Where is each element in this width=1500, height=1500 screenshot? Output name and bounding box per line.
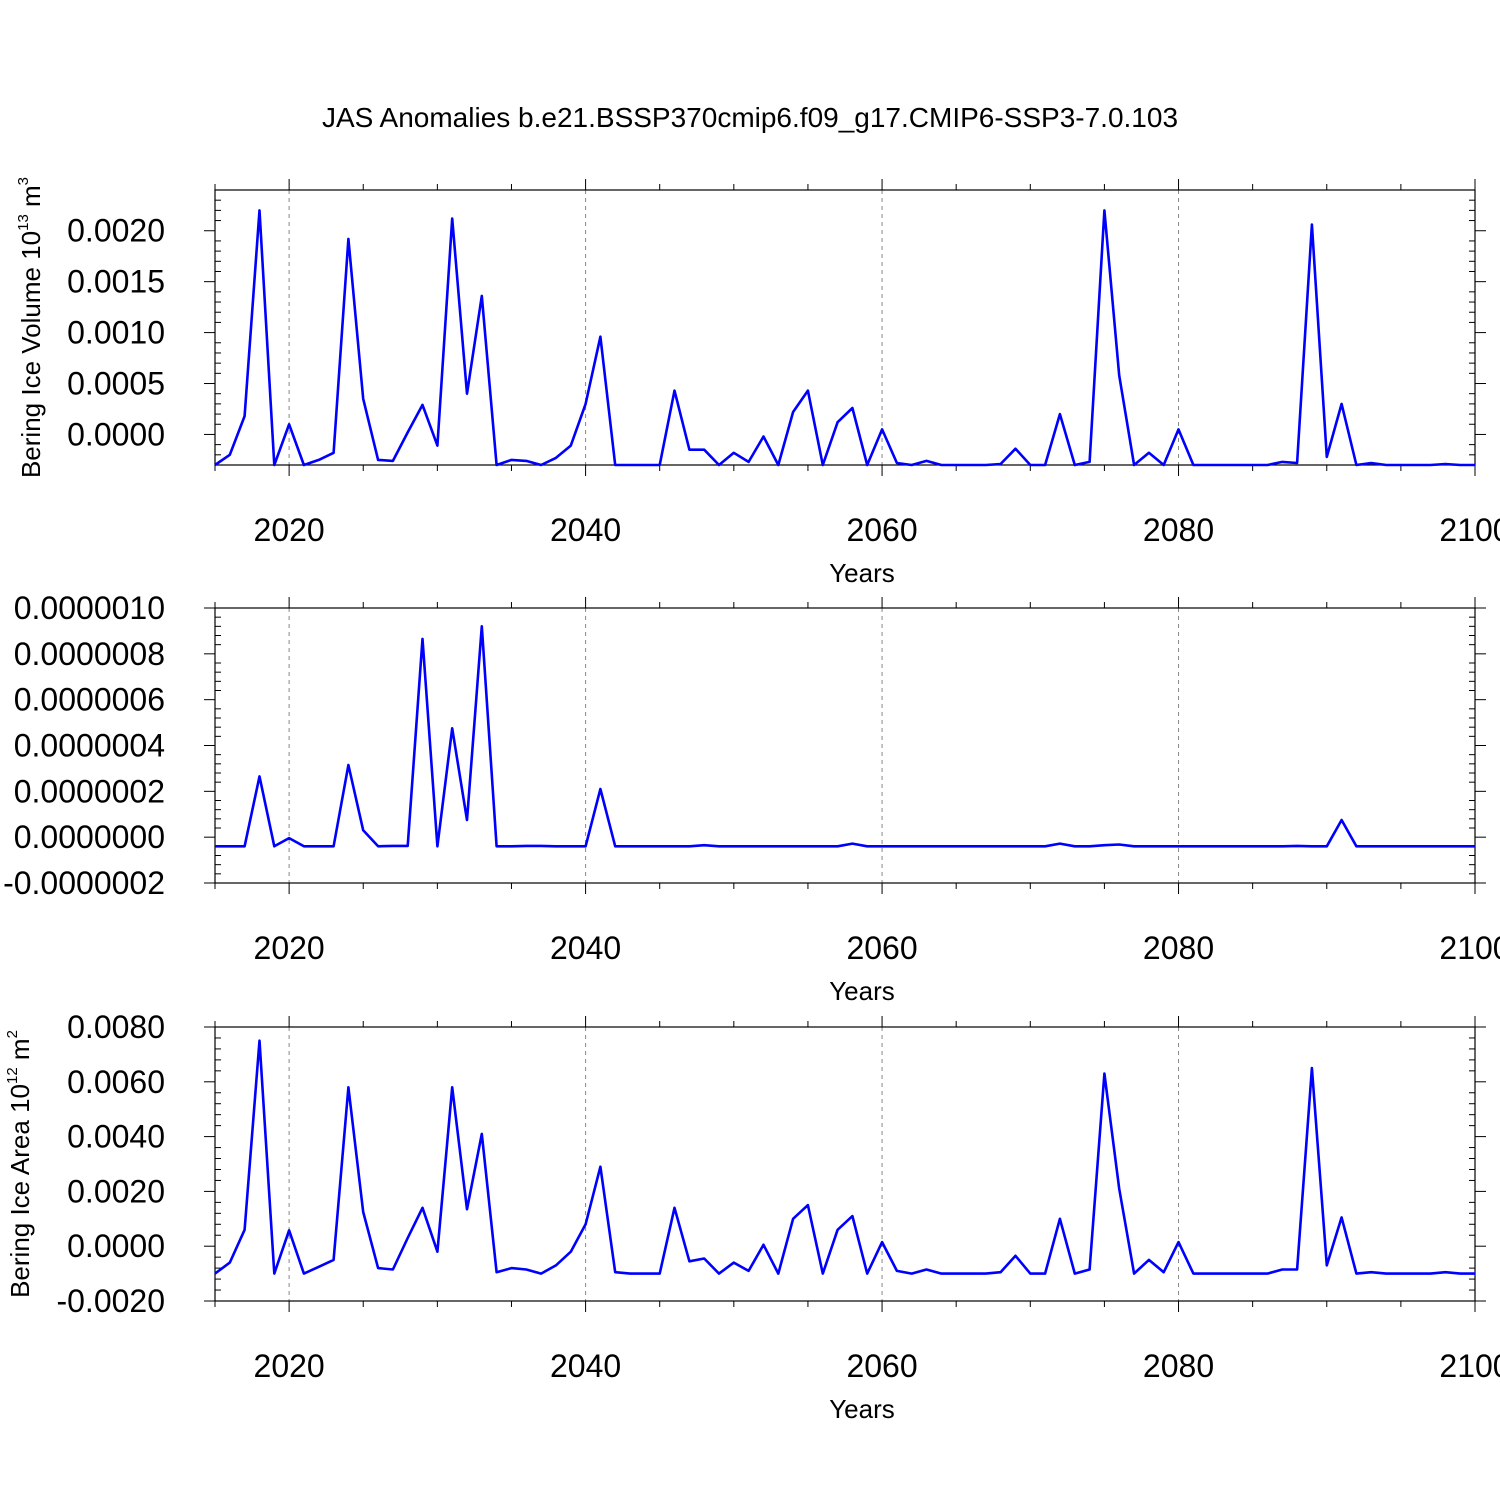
minor-ticks: [214, 184, 1475, 471]
plot-frame: [214, 607, 1476, 884]
x-axis-label: Years: [829, 558, 895, 588]
y-tick-label: 0.0040: [67, 1119, 165, 1155]
x-tick-label: 2060: [846, 1348, 917, 1384]
y-tick-label: 0.0015: [67, 264, 165, 300]
x-tick-label: 2080: [1143, 930, 1214, 966]
series-layer: [214, 1039, 1475, 1275]
x-tick-label: 2040: [550, 512, 621, 548]
y-tick-label: 0.0000004: [14, 728, 165, 764]
x-tick-label: 2060: [846, 930, 917, 966]
series-layer: [215, 624, 1475, 848]
y-tick-label: 0.0000002: [14, 773, 165, 809]
y-tick-label: 0.0060: [67, 1064, 165, 1100]
x-tick-label: 2080: [1143, 512, 1214, 548]
x-tick-label: 2040: [550, 930, 621, 966]
y-axis-label-unit-exponent: 2: [4, 1030, 21, 1038]
plot-frame: [214, 189, 1476, 466]
grid-lines: [288, 190, 1180, 465]
y-axis-label-main: Bering Ice Volume 10: [16, 231, 46, 478]
y-axis-label-exponent: 13: [15, 214, 32, 231]
y-tick-label: 0.0000008: [14, 636, 165, 672]
y-tick-label: 0.0000000: [14, 819, 165, 855]
y-axis-label: Bering Ice Volume 1013 m3: [15, 177, 46, 478]
plot-frame: [214, 1026, 1476, 1302]
y-axis-label-unit-exponent: 3: [15, 177, 32, 185]
x-axis-label: Years: [829, 1394, 895, 1424]
grid-lines: [288, 1027, 1180, 1301]
x-tick-label: 2080: [1143, 1348, 1214, 1384]
minor-ticks: [214, 602, 1475, 889]
y-axis-label-unit: m: [16, 185, 46, 214]
x-tick-label: 2020: [254, 1348, 325, 1384]
y-axis-label-main: Bering Ice Area 10: [5, 1084, 35, 1298]
y-tick-label: 0.0000: [67, 1228, 165, 1264]
x-tick-label: 2060: [846, 512, 917, 548]
major-ticks: [204, 179, 1486, 476]
y-tick-label: 0.0000: [67, 416, 165, 452]
y-tick-label: -0.0020: [56, 1283, 165, 1319]
y-tick-label: 0.0005: [67, 366, 165, 402]
x-tick-label: 2040: [550, 1348, 621, 1384]
y-tick-label: 0.0020: [67, 1173, 165, 1209]
figure-title: JAS Anomalies b.e21.BSSP370cmip6.f09_g17…: [322, 102, 1178, 133]
y-tick-label: 0.0020: [67, 213, 165, 249]
y-axis-label-exponent: 12: [4, 1067, 21, 1084]
grid-lines: [288, 608, 1180, 883]
y-tick-labels: 0.0000 0.0005 0.0010 0.0015 0.0020: [67, 213, 165, 453]
y-tick-label: 0.0000006: [14, 682, 165, 718]
y-tick-label: 0.0010: [67, 315, 165, 351]
y-tick-label: 0.0000010: [14, 590, 165, 626]
data-line: [215, 624, 1475, 848]
y-tick-labels: -0.0020 0.0000 0.0020 0.0040 0.0060 0.0080: [56, 1009, 165, 1319]
major-ticks: [204, 597, 1486, 894]
minor-ticks: [214, 1021, 1475, 1307]
major-ticks: [204, 1016, 1486, 1312]
x-tick-label: 2020: [254, 512, 325, 548]
x-tick-label: 2020: [254, 930, 325, 966]
y-axis-label-unit: m: [5, 1038, 35, 1067]
data-line: [214, 1039, 1475, 1275]
y-tick-label: -0.0000002: [3, 865, 165, 901]
series-layer: [214, 209, 1475, 467]
y-axis-label: Bering Ice Area 1012 m2: [4, 1030, 35, 1298]
data-line: [214, 209, 1475, 467]
x-axis-label: Years: [829, 976, 895, 1006]
y-tick-label: 0.0080: [67, 1009, 165, 1045]
y-tick-labels: -0.0000002 0.0000000 0.0000002 0.0000004 0.0…: [3, 590, 165, 901]
